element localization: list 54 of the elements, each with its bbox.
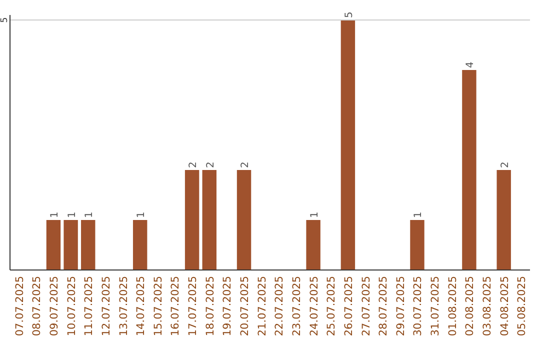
bar [64, 220, 78, 270]
x-tick-label: 27.07.2025 [360, 276, 372, 336]
x-tick-label: 31.07.2025 [430, 276, 442, 336]
x-tick-label: 13.07.2025 [118, 276, 130, 336]
x-tick-label: 26.07.2025 [342, 276, 355, 336]
x-tick-label: 07.07.2025 [14, 276, 26, 336]
data-label: 4 [465, 62, 476, 68]
bar [496, 170, 511, 270]
x-tick-label: 21.07.2025 [256, 276, 268, 336]
data-label: 1 [413, 212, 424, 218]
bar [202, 170, 216, 270]
x-tick-label: 28.07.2025 [378, 276, 390, 336]
data-label: 1 [309, 212, 320, 218]
x-tick-label: 15.07.2025 [152, 276, 164, 336]
x-tick-label: 09.07.2025 [48, 276, 60, 336]
data-label: 1 [66, 212, 78, 218]
x-tick-label: 08.07.2025 [31, 276, 44, 336]
x-tick-label: 19.07.2025 [222, 276, 234, 336]
x-tick-label: 25.07.2025 [326, 276, 338, 336]
x-tick-label: 18.07.2025 [204, 276, 216, 336]
data-label: 1 [84, 212, 96, 218]
bar [462, 70, 476, 270]
x-tick-label: 29.07.2025 [394, 276, 407, 336]
data-label: 2 [188, 162, 200, 168]
x-tick-label: 02.08.2025 [464, 276, 476, 336]
bar [236, 170, 252, 270]
x-tick-label: 10.07.2025 [66, 276, 78, 336]
x-tick-label: 22.07.2025 [274, 276, 286, 336]
x-tick-label: 01.08.2025 [446, 276, 459, 336]
data-label: 1 [136, 212, 148, 218]
x-tick-label: 20.07.2025 [239, 276, 252, 336]
bar [132, 220, 148, 270]
bar [184, 170, 200, 270]
x-tick-label: 17.07.2025 [187, 276, 200, 336]
x-tick-label: 04.08.2025 [498, 276, 511, 336]
bar [306, 220, 320, 270]
data-label: 2 [240, 162, 252, 168]
x-tick-label: 23.07.2025 [290, 276, 303, 336]
x-tick-label: 03.08.2025 [482, 276, 494, 336]
x-tick-label: 11.07.2025 [83, 276, 96, 336]
bar [340, 20, 356, 270]
x-tick-label: 12.07.2025 [100, 276, 112, 336]
data-label: 1 [49, 212, 60, 218]
x-tick-label: 16.07.2025 [170, 276, 182, 336]
x-tick-label: 24.07.2025 [308, 276, 320, 336]
bar [81, 220, 96, 270]
bar [410, 220, 424, 270]
bar [46, 220, 61, 270]
x-tick-label: 05.08.2025 [516, 276, 528, 336]
x-tick-label: 14.07.2025 [135, 276, 148, 336]
x-tick-label: 30.07.2025 [412, 276, 424, 336]
data-label: 2 [205, 162, 216, 168]
data-label: 2 [500, 162, 511, 168]
data-label: 5 [344, 12, 355, 18]
